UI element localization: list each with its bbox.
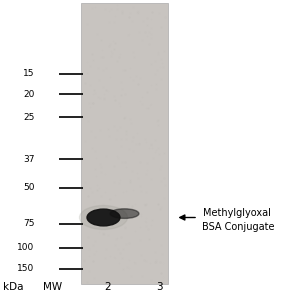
Ellipse shape bbox=[80, 206, 128, 230]
Ellipse shape bbox=[87, 209, 120, 226]
Bar bbox=[81, 3, 168, 284]
Text: kDa: kDa bbox=[3, 281, 24, 292]
Text: 37: 37 bbox=[23, 154, 34, 164]
Text: 20: 20 bbox=[23, 90, 34, 99]
Text: Methylglyoxal
BSA Conjugate: Methylglyoxal BSA Conjugate bbox=[202, 208, 275, 232]
Text: 75: 75 bbox=[23, 219, 34, 228]
Text: 3: 3 bbox=[156, 281, 162, 292]
Text: 15: 15 bbox=[23, 69, 34, 78]
Text: MW: MW bbox=[43, 281, 62, 292]
Text: 100: 100 bbox=[17, 243, 34, 252]
Ellipse shape bbox=[110, 209, 139, 218]
Text: 25: 25 bbox=[23, 112, 34, 122]
Text: 150: 150 bbox=[17, 264, 34, 273]
Bar bbox=[168, 0, 300, 300]
Text: 2: 2 bbox=[105, 281, 111, 292]
Text: 50: 50 bbox=[23, 183, 34, 192]
